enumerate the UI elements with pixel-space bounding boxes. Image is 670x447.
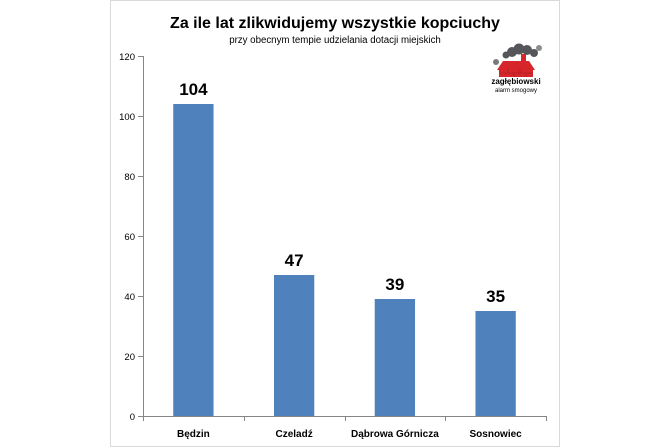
bar-sosnowiec bbox=[475, 311, 516, 416]
y-axis-ticks: 0 20 40 60 80 100 120 bbox=[119, 52, 143, 423]
bars bbox=[173, 104, 516, 416]
y-tick-label: 40 bbox=[124, 292, 135, 303]
data-labels: 104 47 39 35 bbox=[179, 80, 505, 306]
chart-title: Za ile lat zlikwidujemy wszystkie kopciu… bbox=[170, 15, 500, 32]
smoke-cloud-icon bbox=[502, 43, 542, 59]
plot-area: 0 20 40 60 80 100 120 104 47 39 35 Będzin Czeladź D… bbox=[119, 52, 547, 440]
bar-bedzin bbox=[173, 104, 214, 416]
category-label-sosnowiec: Sosnowiec bbox=[470, 429, 523, 440]
y-tick-label: 60 bbox=[124, 232, 135, 243]
smoke-puff bbox=[513, 43, 525, 55]
figure-icon bbox=[493, 59, 499, 65]
data-label-sosnowiec: 35 bbox=[486, 287, 505, 306]
chart-subtitle: przy obecnym tempie udzielania dotacji m… bbox=[229, 35, 441, 46]
category-label-czeladz: Czeladź bbox=[276, 429, 313, 440]
y-tick-label: 120 bbox=[119, 52, 135, 63]
house-roof bbox=[497, 61, 535, 70]
category-labels: Będzin Czeladź Dąbrowa Górnicza Sosnowiec bbox=[177, 429, 522, 440]
y-tick-label: 80 bbox=[124, 172, 135, 183]
chimney bbox=[521, 54, 526, 62]
category-label-dabrowa-gornicza: Dąbrowa Górnicza bbox=[351, 429, 439, 440]
x-axis-ticks bbox=[143, 416, 547, 421]
y-tick-label: 100 bbox=[119, 112, 135, 123]
data-label-dabrowa-gornicza: 39 bbox=[385, 275, 404, 294]
y-tick-label: 0 bbox=[130, 412, 135, 423]
zaglebiowski-alarm-smogowy-logo: zagłębiowski alarm smogowy bbox=[491, 43, 542, 94]
smoke-puff bbox=[502, 51, 510, 59]
smoke-puff bbox=[536, 45, 542, 51]
bar-dabrowa-gornicza bbox=[374, 299, 416, 416]
y-tick-label: 20 bbox=[124, 352, 135, 363]
category-label-bedzin: Będzin bbox=[177, 429, 210, 440]
logo-name-line1: zagłębiowski bbox=[491, 77, 540, 86]
red-house-icon bbox=[497, 54, 535, 77]
data-label-bedzin: 104 bbox=[179, 80, 208, 99]
bar-czeladz bbox=[273, 275, 315, 416]
logo-name-line2: alarm smogowy bbox=[495, 88, 537, 94]
data-label-czeladz: 47 bbox=[285, 251, 304, 270]
smoke-puff bbox=[522, 45, 532, 55]
smoke-puff bbox=[530, 49, 538, 57]
